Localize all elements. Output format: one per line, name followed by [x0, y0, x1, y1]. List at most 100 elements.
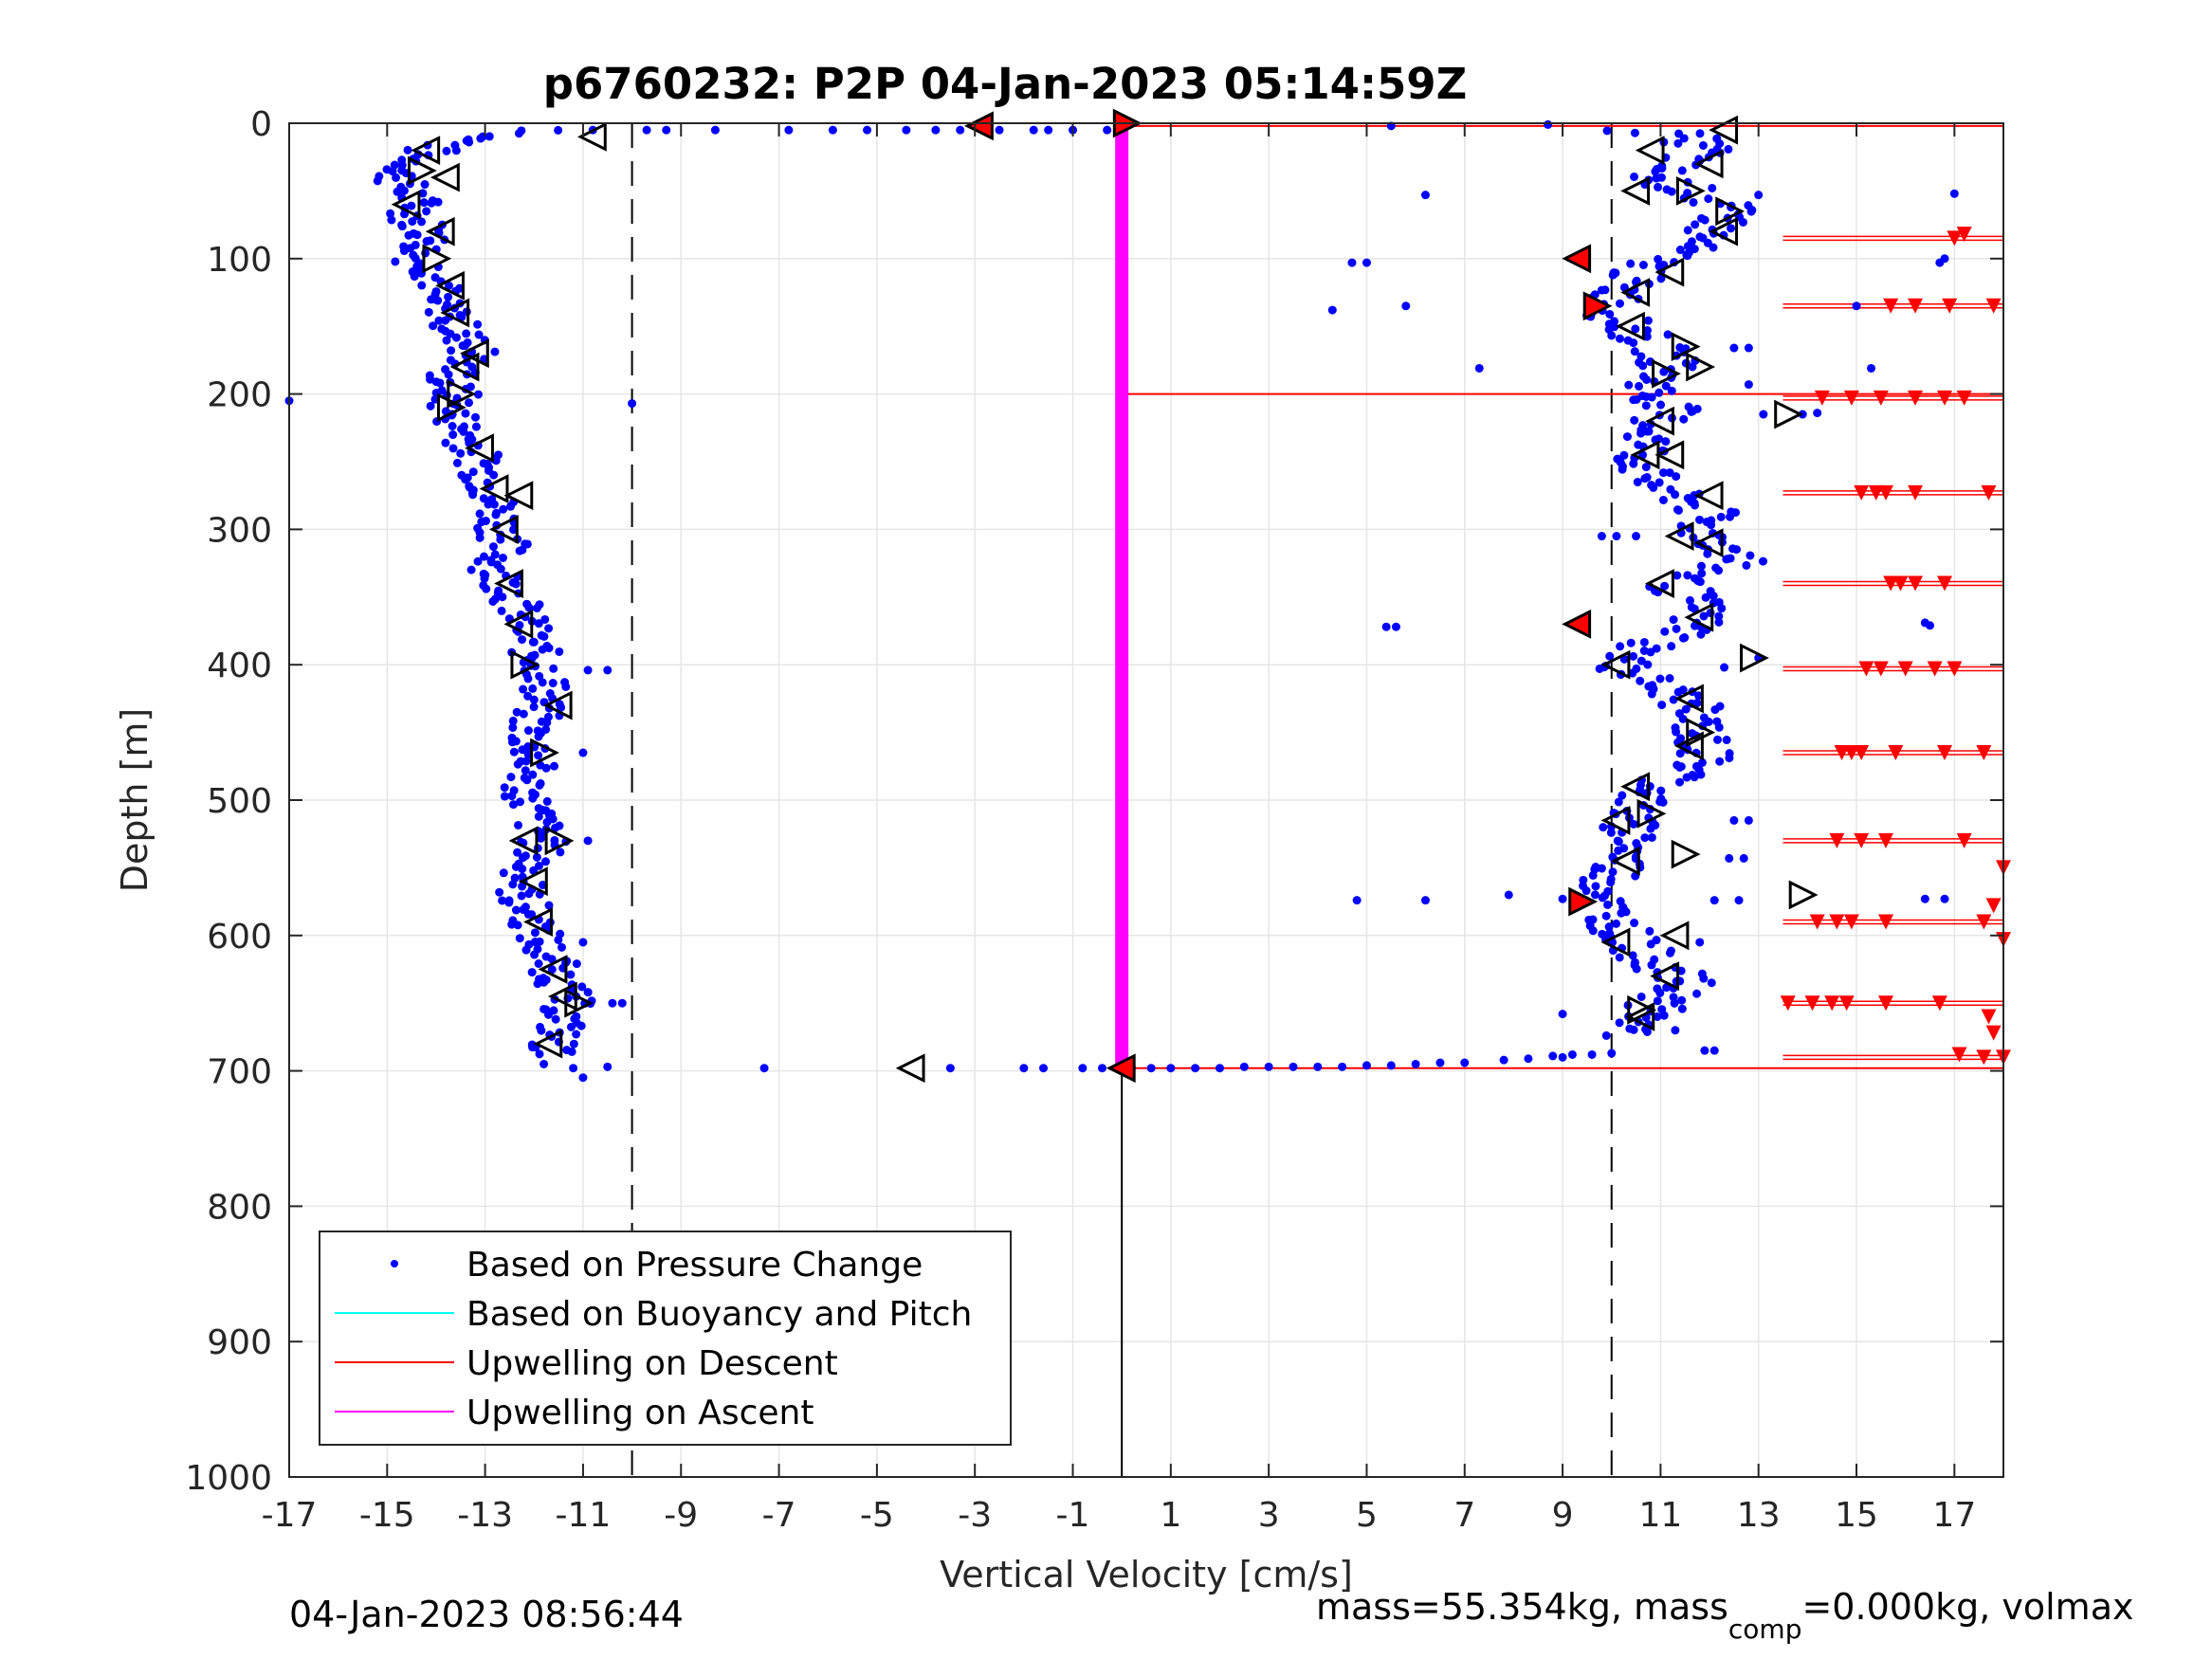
pressure-point-descent	[577, 982, 587, 992]
pressure-point-ascent	[1605, 309, 1615, 319]
pressure-point-ascent	[1603, 900, 1613, 909]
pressure-point-ascent	[1646, 647, 1655, 657]
pressure-point-ascent	[1695, 577, 1705, 587]
pressure-point-descent	[473, 390, 483, 399]
pressure-point-descent	[557, 942, 566, 952]
descent-marker-left	[479, 474, 509, 503]
pressure-point-ascent	[1665, 468, 1674, 478]
upwelling-descent-marker	[1937, 575, 1953, 592]
pressure-point-descent	[420, 180, 430, 190]
pressure-point-descent	[392, 173, 401, 182]
pressure-point-outlier	[1558, 1052, 1567, 1062]
ascent-marker-left	[1674, 731, 1704, 761]
descent-marker-right	[447, 379, 477, 410]
pressure-point-descent	[528, 684, 538, 693]
pressure-point-descent	[448, 444, 458, 453]
pressure-point-descent	[508, 880, 518, 889]
pressure-point-descent	[410, 272, 419, 282]
pressure-point-descent	[470, 412, 480, 422]
pressure-point-ascent	[1616, 642, 1625, 651]
pressure-point-outlier	[1744, 815, 1753, 825]
pressure-point-outlier	[1327, 305, 1337, 315]
descent-marker-left	[508, 826, 539, 856]
descent-marker-left	[503, 609, 534, 639]
pressure-point-ascent	[1633, 478, 1642, 487]
pressure-point-outlier	[617, 998, 627, 1008]
y-tick-label: 300	[207, 511, 272, 550]
pressure-point-ascent	[1683, 571, 1692, 580]
legend-box	[319, 1231, 1012, 1446]
pressure-point-ascent	[1658, 468, 1668, 478]
pressure-point-descent	[513, 848, 522, 857]
ascent-marker-left	[1620, 772, 1651, 802]
pressure-point-descent	[474, 330, 484, 339]
descent-marker-right	[564, 988, 594, 1018]
pressure-point-outlier	[1813, 409, 1822, 418]
pressure-point-bottom	[1191, 1064, 1200, 1073]
pressure-point-descent	[518, 745, 527, 755]
y-tick-label: 800	[207, 1188, 272, 1227]
pressure-point-outlier	[1695, 938, 1705, 947]
pressure-point-descent	[561, 682, 571, 691]
pressure-point-bottom	[1078, 1064, 1088, 1073]
pressure-point-descent	[441, 316, 450, 325]
pressure-point-ascent	[1602, 126, 1612, 136]
upwelling-descent-marker	[1804, 995, 1820, 1012]
pressure-point-descent	[452, 458, 462, 467]
upwelling-descent-marker	[1829, 914, 1845, 930]
pressure-point-descent	[498, 553, 507, 562]
upwelling-descent-marker	[1937, 745, 1953, 761]
pressure-point-descent	[572, 959, 581, 969]
pressure-point-outlier	[1709, 1046, 1719, 1055]
pressure-point-descent	[491, 456, 501, 465]
pressure-point-descent	[508, 578, 518, 588]
pressure-point-ascent	[1714, 617, 1724, 627]
pressure-point-ascent	[1677, 1004, 1687, 1013]
pressure-point-surface	[902, 125, 911, 135]
pressure-point-ascent	[1629, 338, 1638, 348]
pressure-point-ascent	[1672, 727, 1681, 737]
pressure-point-surface	[956, 125, 965, 135]
pressure-point-descent	[495, 887, 504, 897]
reference-lines	[631, 123, 1613, 1477]
pressure-point-ascent	[1709, 592, 1718, 601]
pressure-point-descent	[496, 535, 505, 544]
pressure-point-descent	[554, 935, 563, 944]
pressure-point-outlier	[1940, 894, 1949, 903]
pressure-point-descent	[458, 341, 467, 351]
pressure-point-ascent	[1716, 512, 1726, 521]
pressure-point-descent	[517, 891, 526, 901]
pressure-point-bottom	[1435, 1058, 1445, 1067]
pressure-point-outlier	[1597, 532, 1606, 541]
pressure-point-ascent	[1667, 187, 1676, 196]
pressure-point-ascent	[1605, 651, 1615, 661]
pressure-point-descent	[451, 146, 461, 155]
pressure-point-surface	[662, 125, 671, 135]
pressure-point-descent	[538, 678, 547, 687]
pressure-point-bottom	[1362, 1061, 1371, 1070]
pressure-point-outlier	[583, 836, 593, 846]
pressure-point-descent	[535, 937, 544, 946]
pressure-point-ascent	[1690, 604, 1699, 613]
pressure-point-ascent	[1653, 1012, 1662, 1021]
pressure-point-ascent	[1671, 490, 1680, 500]
pressure-point-descent	[447, 346, 456, 356]
pressure-point-ascent	[1669, 695, 1678, 704]
pressure-point-ascent	[1691, 501, 1700, 510]
pressure-point-descent	[507, 738, 517, 747]
pressure-point-ascent	[1629, 651, 1638, 661]
y-tick-label: 500	[207, 782, 272, 821]
pressure-point-ascent	[1630, 347, 1639, 356]
pressure-point-ascent	[1606, 828, 1616, 837]
pressure-point-descent	[462, 329, 471, 338]
pressure-point-outlier	[1401, 301, 1411, 311]
pressure-point-ascent	[1659, 367, 1669, 376]
x-tick-label: 17	[1932, 1496, 1976, 1535]
pressure-point-outlier	[1544, 119, 1553, 129]
upwelling-descent-marker	[1956, 390, 1972, 406]
upwelling-descent-marker	[1868, 484, 1884, 501]
pressure-point-descent	[534, 811, 543, 821]
pressure-point-ascent	[1707, 520, 1716, 530]
footer-mass-info: mass=55.354kg, masscomp=0.000kg, volmax	[1316, 1586, 2133, 1645]
ascent-marker-right	[1774, 399, 1804, 429]
